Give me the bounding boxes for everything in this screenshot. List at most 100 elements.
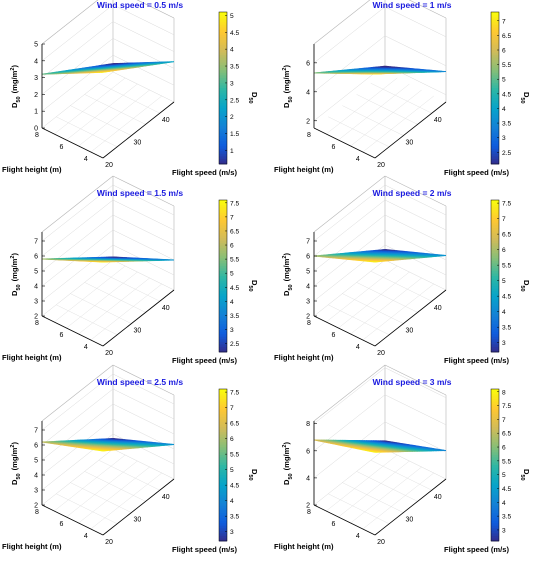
colorbar-segment xyxy=(491,80,499,83)
colorbar-tick-label: 4.5 xyxy=(230,483,239,490)
colorbar-segment xyxy=(219,296,227,299)
colorbar-segment xyxy=(219,473,227,476)
colorbar-tick-label: 3 xyxy=(230,327,234,334)
colorbar-segment xyxy=(219,75,227,78)
colorbar-segment xyxy=(219,83,227,86)
z-axis-label-part: 50 xyxy=(16,96,22,102)
colorbar-segment xyxy=(219,139,227,142)
floor-gridline xyxy=(357,94,418,124)
colorbar-segment xyxy=(491,215,499,218)
colorbar-segment xyxy=(219,430,227,433)
colorbar-segment xyxy=(491,213,499,216)
z-axis-label-part: ) xyxy=(282,65,291,68)
colorbar-segment xyxy=(491,291,499,294)
surface-mesh-line xyxy=(410,252,415,253)
z-gridline xyxy=(385,449,446,479)
colorbar-segment xyxy=(491,88,499,91)
colorbar-tick-label: 5.5 xyxy=(230,257,239,264)
colorbar-segment xyxy=(219,213,227,216)
z-gridline xyxy=(113,404,174,434)
colorbar-segment xyxy=(491,268,499,271)
floor-gridline xyxy=(56,305,117,335)
colorbar-segment xyxy=(491,116,499,119)
y-axis-line xyxy=(103,102,174,158)
colorbar-tick-label: 1 xyxy=(230,148,234,155)
colorbar-segment xyxy=(491,228,499,231)
z-gridline xyxy=(314,449,385,505)
colorbar-segment xyxy=(491,241,499,244)
colorbar-segment xyxy=(491,37,499,40)
colorbar-tick-label: 4.5 xyxy=(230,30,239,37)
colorbar-segment xyxy=(219,251,227,254)
chart-title: Wind speed = 2.5 m/s xyxy=(97,377,183,387)
surface-mesh-line xyxy=(385,250,390,251)
z-gridline xyxy=(42,260,113,316)
colorbar-tick-label: 6 xyxy=(230,436,234,443)
colorbar-tick-label: 6 xyxy=(230,243,234,250)
colorbar-segment xyxy=(219,60,227,63)
x-tick-label: 8 xyxy=(35,320,39,327)
z-axis-label-part: 50 xyxy=(288,96,294,102)
colorbar-segment xyxy=(219,412,227,415)
colorbar-segment xyxy=(219,424,227,427)
z-tick-label: 2 xyxy=(34,92,38,99)
colorbar-segment xyxy=(491,55,499,58)
colorbar-tick-label: 5 xyxy=(502,77,506,84)
y-tick-label: 30 xyxy=(134,328,142,335)
colorbar-segment xyxy=(219,144,227,147)
z-tick-label: 5 xyxy=(306,269,310,276)
colorbar-segment xyxy=(491,306,499,309)
y-tick-label: 40 xyxy=(434,305,442,312)
colorbar-segment xyxy=(491,238,499,241)
colorbar-segment xyxy=(491,205,499,208)
colorbar-segment xyxy=(219,118,227,121)
colorbar-tick-label: 5 xyxy=(230,271,234,278)
surface-mesh-line xyxy=(149,442,154,443)
colorbar-segment xyxy=(219,15,227,18)
colorbar-tick-label: 6.5 xyxy=(230,421,239,428)
surface-mesh-line xyxy=(421,253,426,254)
x-tick-label: 6 xyxy=(331,332,335,339)
colorbar-segment xyxy=(219,25,227,28)
colorbar-segment xyxy=(219,27,227,30)
colorbar-segment xyxy=(491,347,499,350)
colorbar-segment xyxy=(219,276,227,279)
colorbar-tick-label: 3 xyxy=(230,80,234,87)
colorbar-segment xyxy=(491,296,499,299)
colorbar-segment xyxy=(219,427,227,430)
colorbar-segment xyxy=(219,306,227,309)
floor-gridline xyxy=(85,94,146,124)
floor-gridline xyxy=(99,460,160,490)
y-tick-label: 30 xyxy=(406,328,414,335)
colorbar-segment xyxy=(219,490,227,493)
colorbar-segment xyxy=(491,279,499,282)
colorbar-segment xyxy=(491,218,499,221)
colorbar-segment xyxy=(219,35,227,38)
colorbar-segment xyxy=(219,159,227,162)
colorbar-segment xyxy=(491,58,499,61)
colorbar-segment xyxy=(219,37,227,40)
colorbar-segment xyxy=(219,399,227,402)
z-gridline xyxy=(42,389,113,445)
colorbar-segment xyxy=(491,123,499,126)
colorbar-segment xyxy=(219,445,227,448)
colorbar-tick-label: 3.5 xyxy=(230,64,239,71)
colorbar-tick-label: 6.5 xyxy=(230,228,239,235)
colorbar-tick-label: 4.5 xyxy=(502,294,511,301)
colorbar-tick-label: 3 xyxy=(230,529,234,536)
colorbar-segment xyxy=(491,235,499,238)
z-axis-label-part: ) xyxy=(10,442,19,445)
floor-gridline xyxy=(56,117,117,147)
colorbar-segment xyxy=(219,101,227,104)
colorbar-segment xyxy=(491,230,499,233)
z-tick-label: 1 xyxy=(34,109,38,116)
colorbar-segment xyxy=(491,83,499,86)
colorbar-tick-label: 2.5 xyxy=(230,97,239,104)
z-gridline xyxy=(42,200,113,256)
colorbar-segment xyxy=(491,289,499,292)
colorbar-segment xyxy=(491,324,499,327)
